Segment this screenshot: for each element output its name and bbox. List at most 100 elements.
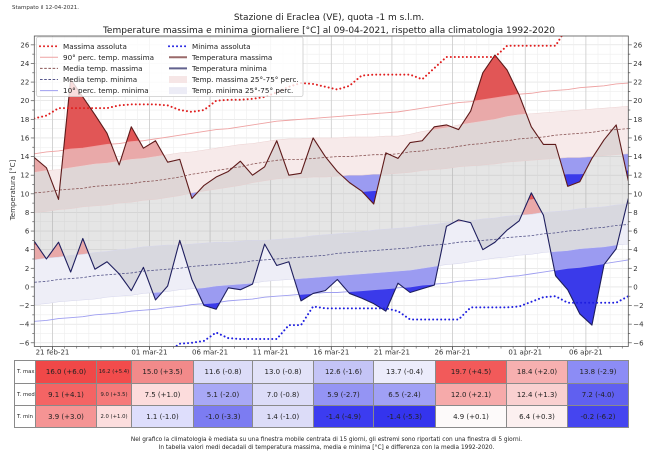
decade-table: T. max 16.0 (+6.0) 16.2 (+5.4) 15.0 (+3.… <box>14 360 629 428</box>
chart-title: Stazione di Eraclea (VE), quota -1 m s.l… <box>233 13 425 23</box>
legend-swatch <box>169 76 187 83</box>
y-tick-label-right: 2 <box>633 265 637 273</box>
table-cell: 7.0 (-0.8) <box>253 384 314 406</box>
table-cell: 16.0 (+6.0) <box>36 361 97 384</box>
series-tmin-p75 <box>34 203 629 261</box>
table-cell: 6.4 (+0.3) <box>507 406 568 428</box>
table-row-tmin: T. min 3.9 (+3.0) 2.0 (+1.0) 1.1 (-1.0) … <box>15 406 629 428</box>
y-tick-label-left: 22 <box>20 79 29 87</box>
legend-label: 10° perc. temp. minima <box>63 86 149 95</box>
y-tick-label-left: 6 <box>25 228 30 236</box>
y-tick-label-right: 18 <box>633 116 642 124</box>
legend-item: Temperatura minima <box>169 64 267 73</box>
table-cell: -1.4 (-5.3) <box>374 406 436 428</box>
y-tick-label-left: 12 <box>20 172 29 180</box>
print-date: Stampato il 12-04-2021. <box>12 5 80 11</box>
table-cell: 18.4 (+2.0) <box>507 361 568 384</box>
series-tmax-p90 <box>34 82 629 155</box>
table-cell: 6.5 (-2.4) <box>374 384 436 406</box>
band-tmax-25-75 <box>34 106 629 213</box>
y-tick-label-left: 0 <box>25 283 29 291</box>
row-label: T. max <box>15 361 36 384</box>
table-cell: 9.1 (+4.1) <box>36 384 97 406</box>
x-tick-label: 06 apr-21 <box>569 349 603 357</box>
x-tick-label: 01 mar-21 <box>131 349 167 357</box>
table-cell: 12.4 (+1.3) <box>507 384 568 406</box>
y-tick-label-right: −4 <box>633 321 644 329</box>
legend-item: 10° perc. temp. minima <box>40 86 149 95</box>
y-tick-label-right: 10 <box>633 190 642 198</box>
footnote-line-2: In tabella valori medi decadali di tempe… <box>158 444 495 451</box>
table-cell: 9.0 (+3.5) <box>97 384 132 406</box>
x-tick-label: 21 feb-21 <box>36 349 70 357</box>
legend-item: Media temp. massima <box>40 64 143 73</box>
y-tick-label-left: 20 <box>20 97 29 105</box>
table-cell: -1.0 (-3.3) <box>194 406 253 428</box>
y-tick-label-right: 26 <box>633 41 642 49</box>
table-cell: 5.9 (-2.7) <box>314 384 374 406</box>
table-cell: 15.0 (+3.5) <box>132 361 194 384</box>
legend-label: Media temp. minima <box>63 75 137 84</box>
legend-label: Temp. minima 25°-75° perc. <box>191 86 293 95</box>
table-cell: 11.6 (-0.8) <box>194 361 253 384</box>
legend-item: Minima assoluta <box>168 42 251 51</box>
legend-box <box>36 36 304 97</box>
legend-item: Massima assoluta <box>39 42 127 51</box>
series-tmin-mean <box>34 224 629 283</box>
table-cell: 12.6 (-1.6) <box>314 361 374 384</box>
legend-label: Temperatura minima <box>191 64 267 73</box>
legend-label: Media temp. massima <box>63 64 143 73</box>
y-tick-label-left: −2 <box>19 302 29 310</box>
y-tick-label-right: 20 <box>633 97 642 105</box>
x-tick-label: 16 mar-21 <box>313 349 349 357</box>
table-cell: -1.4 (-4.9) <box>314 406 374 428</box>
series-tmax-p75 <box>34 106 629 173</box>
x-tick-label: 21 mar-21 <box>374 349 410 357</box>
y-tick-label-right: 24 <box>633 60 642 68</box>
y-tick-label-left: 4 <box>25 246 30 254</box>
footnote-line-1: Nel grafico la climatologia è mediata su… <box>130 437 523 443</box>
table-cell: 7.2 (-4.0) <box>568 384 629 406</box>
x-tick-label: 26 mar-21 <box>434 349 470 357</box>
series-tmin-p25 <box>34 243 629 305</box>
series-abs-min <box>34 295 629 347</box>
legend-item: Media temp. minima <box>40 75 137 84</box>
series-tmax-p25 <box>34 153 629 213</box>
legend: Massima assoluta 90° perc. temp. massima M… <box>36 36 304 97</box>
table-cell: 4.9 (+0.1) <box>436 406 507 428</box>
table-cell: 1.1 (-1.0) <box>132 406 194 428</box>
y-tick-label-right: 0 <box>633 283 637 291</box>
legend-label: Temperatura massima <box>191 53 272 62</box>
series-tmax <box>34 54 629 205</box>
legend-item: Temp. massima 25°-75° perc. <box>169 75 299 84</box>
table-cell: 13.0 (-0.8) <box>253 361 314 384</box>
y-tick-label-right: 4 <box>633 246 638 254</box>
y-tick-label-left: −4 <box>19 321 30 329</box>
table-cell: 3.9 (+3.0) <box>36 406 97 428</box>
y-tick-label-left: 18 <box>20 116 29 124</box>
y-tick-label-left: 14 <box>20 153 29 161</box>
y-tick-label-right: 22 <box>633 79 642 87</box>
row-label: T. min <box>15 406 36 428</box>
table-cell: 19.7 (+4.5) <box>436 361 507 384</box>
y-tick-label-left: 8 <box>25 209 29 217</box>
y-tick-label-left: 26 <box>20 41 29 49</box>
row-label: T. med <box>15 384 36 406</box>
table-cell: 1.4 (-1.0) <box>253 406 314 428</box>
x-tick-label: 11 mar-21 <box>253 349 289 357</box>
y-tick-label-right: 16 <box>633 134 642 142</box>
y-axis-label: Temperatura [°C] <box>9 159 17 221</box>
table-row-tmax: T. max 16.0 (+6.0) 16.2 (+5.4) 15.0 (+3.… <box>15 361 629 384</box>
plot-area <box>34 36 629 347</box>
y-tick-label-right: −6 <box>633 339 644 347</box>
y-tick-label-right: 12 <box>633 172 642 180</box>
legend-label: 90° perc. temp. massima <box>63 53 154 62</box>
legend-item: Temp. minima 25°-75° perc. <box>169 86 293 95</box>
legend-label: Minima assoluta <box>192 42 251 51</box>
table-cell: -0.2 (-6.2) <box>568 406 629 428</box>
y-tick-label-right: 14 <box>633 153 642 161</box>
legend-item: Temperatura massima <box>169 53 272 62</box>
table-row-tmed: T. med 9.1 (+4.1) 9.0 (+3.5) 7.5 (+1.0) … <box>15 384 629 406</box>
legend-item: 90° perc. temp. massima <box>40 53 154 62</box>
